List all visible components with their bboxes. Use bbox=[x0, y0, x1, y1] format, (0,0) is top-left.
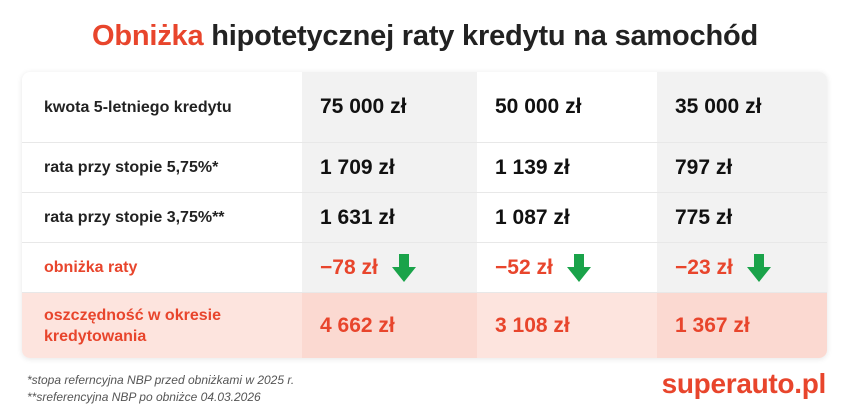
cell-value: −23 zł bbox=[657, 242, 827, 293]
cell-value: −52 zł bbox=[477, 242, 657, 293]
title-rest: hipotetycznej raty kredytu na samochód bbox=[203, 20, 759, 52]
cell-value: 1 087 zł bbox=[477, 192, 657, 243]
comparison-table: kwota 5-letniego kredytu 75 000 zł 50 00… bbox=[22, 72, 827, 358]
cell-value: 1 631 zł bbox=[302, 192, 477, 243]
reduction-value: −78 zł bbox=[320, 255, 378, 279]
table-row-rate-before: rata przy stopie 5,75%* 1 709 zł 1 139 z… bbox=[22, 142, 827, 193]
cell-value: 797 zł bbox=[657, 142, 827, 193]
row-label: rata przy stopie 5,75%* bbox=[22, 142, 302, 193]
row-label: rata przy stopie 3,75%** bbox=[22, 192, 302, 243]
brand-logo-text: superauto.pl bbox=[661, 368, 827, 399]
table-row-savings: oszczędność w okresie kredytowania 4 662… bbox=[22, 292, 827, 358]
row-label: obniżka raty bbox=[22, 242, 302, 293]
cell-value: 1 367 zł bbox=[657, 292, 827, 358]
table-row-rate-after: rata przy stopie 3,75%** 1 631 zł 1 087 … bbox=[22, 192, 827, 243]
arrow-down-icon bbox=[746, 253, 771, 282]
page-title: Obniżka hipotetycznej raty kredytu na sa… bbox=[0, 20, 850, 53]
arrow-down-icon bbox=[391, 253, 416, 282]
cell-value: 1 139 zł bbox=[477, 142, 657, 193]
table-row-loan-amount: kwota 5-letniego kredytu 75 000 zł 50 00… bbox=[22, 72, 827, 143]
reduction-value: −52 zł bbox=[495, 255, 553, 279]
footnote: *stopa referncyjna NBP przed obniżkami w… bbox=[27, 373, 295, 387]
cell-value: 3 108 zł bbox=[477, 292, 657, 358]
footnote: **sreferencyjna NBP po obniżce 04.03.202… bbox=[27, 390, 261, 404]
reduction-value: −23 zł bbox=[675, 255, 733, 279]
cell-value: 4 662 zł bbox=[302, 292, 477, 358]
cell-value: 775 zł bbox=[657, 192, 827, 243]
table-row-rate-reduction: obniżka raty −78 zł −52 zł −23 zł bbox=[22, 242, 827, 293]
row-label: oszczędność w okresie kredytowania bbox=[22, 292, 302, 358]
row-label: kwota 5-letniego kredytu bbox=[22, 72, 302, 143]
cell-value: 35 000 zł bbox=[657, 72, 827, 143]
title-accent: Obniżka bbox=[91, 20, 204, 52]
footnotes: *stopa referncyjna NBP przed obniżkami w… bbox=[27, 372, 294, 406]
cell-value: 1 709 zł bbox=[302, 142, 477, 193]
cell-value: −78 zł bbox=[302, 242, 477, 293]
cell-value: 50 000 zł bbox=[477, 72, 657, 143]
arrow-down-icon bbox=[566, 253, 591, 282]
cell-value: 75 000 zł bbox=[302, 72, 477, 143]
